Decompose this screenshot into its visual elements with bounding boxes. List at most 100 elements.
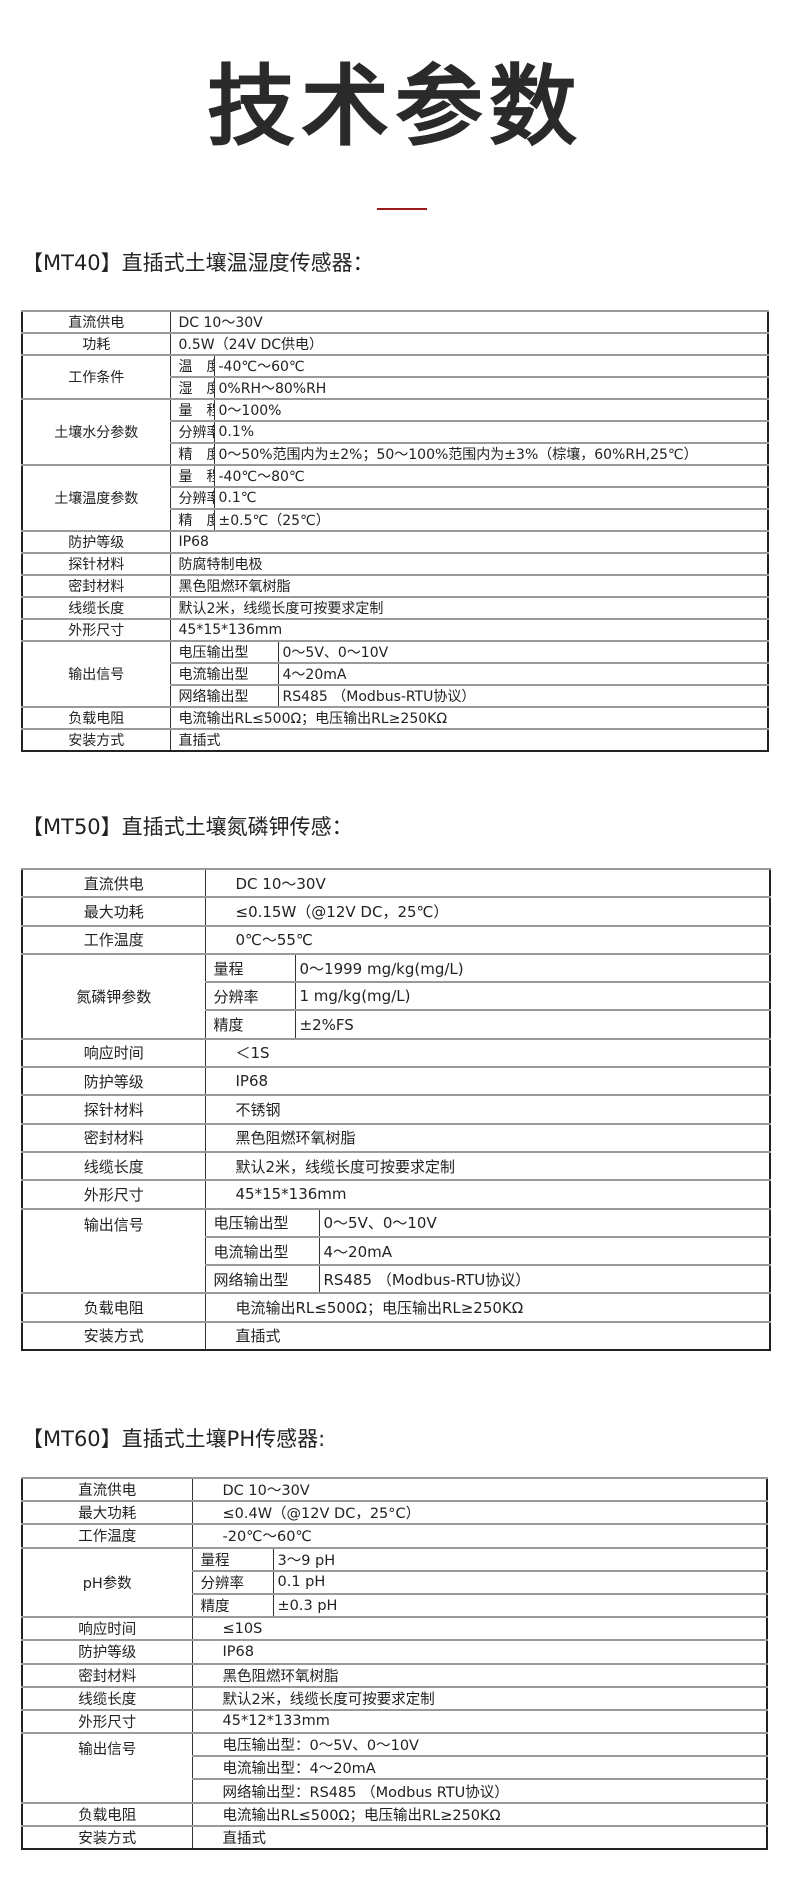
param-value: 黑色阻燃环氧树脂 [191, 1662, 767, 1687]
param-value: 电压输出型：0～5V、0～10V [191, 1732, 767, 1757]
sub-param-label: 分辨率 [191, 1569, 273, 1594]
table-row: 负载电阻 电流输出RL≤500Ω；电压输出RL≥250KΩ [21, 1292, 770, 1322]
table-row: 安装方式 直插式 [21, 1320, 770, 1351]
section-heading-mt40: 【MT40】直插式土壤温湿度传感器： [22, 251, 374, 275]
param-label: 安装方式 [21, 728, 170, 751]
param-label: 外形尺寸 [21, 1179, 205, 1209]
section-heading-mt60: 【MT60】直插式土壤PH传感器: [22, 1427, 326, 1451]
table-row: 防护等级 IP68 [21, 1639, 767, 1664]
sub-param-value: RS485 （Modbus-RTU协议） [318, 1264, 770, 1294]
sub-param-value: 0.1℃ [213, 486, 768, 509]
sub-param-value: 1 mg/kg(mg/L) [294, 981, 770, 1011]
sub-param-label: 精度 [191, 1592, 273, 1618]
sub-param-value: 0.1% [213, 420, 768, 443]
param-label: 防护等级 [21, 530, 170, 553]
param-value: 0℃～55℃ [204, 924, 770, 954]
param-value: ≤10S [191, 1616, 767, 1641]
sub-param-value: ±2%FS [294, 1009, 770, 1039]
sub-param-label: 量 程 [169, 398, 214, 421]
table-row: 密封材料 黑色阻燃环氧树脂 [21, 1662, 767, 1687]
sub-param-value: RS485 （Modbus-RTU协议） [277, 684, 768, 707]
param-value: ≤0.15W（@12V DC，25℃） [204, 896, 770, 926]
param-label: 探针材料 [21, 1094, 205, 1124]
param-value: 电流输出RL≤500Ω；电压输出RL≥250KΩ [169, 706, 768, 729]
sub-param-label: 量 程 [169, 464, 214, 487]
table-row: 功耗 0.5W（24V DC供电） [21, 332, 768, 355]
sub-param-label: 网络输出型 [204, 1264, 319, 1294]
table-row: 密封材料 黑色阻燃环氧树脂 [21, 574, 768, 597]
param-label: 密封材料 [21, 1122, 205, 1152]
table-row: 外形尺寸 45*15*136mm [21, 618, 768, 641]
table-row: 输出信号 电压输出型 0～5V、0～10V [21, 640, 768, 707]
table-row: 响应时间 ≤10S [21, 1616, 767, 1641]
param-label: 直流供电 [21, 1476, 192, 1502]
param-value: 电流输出RL≤500Ω；电压输出RL≥250KΩ [204, 1292, 770, 1322]
param-label: 输出信号 [21, 1732, 192, 1803]
param-value: 电流输出RL≤500Ω；电压输出RL≥250KΩ [191, 1801, 767, 1826]
table-row: 最大功耗 ≤0.15W（@12V DC，25℃） [21, 896, 770, 926]
param-value: 45*15*136mm [169, 618, 768, 641]
param-label: 外形尺寸 [21, 618, 170, 641]
param-value: 直插式 [169, 728, 768, 751]
sub-param-label: 电压输出型 [204, 1207, 319, 1237]
param-label: 工作条件 [21, 354, 170, 399]
sub-param-label: 量程 [204, 952, 295, 983]
sub-param-value: 0～5V、0～10V [318, 1207, 770, 1237]
param-label: 工作温度 [21, 924, 205, 954]
param-value: 不锈钢 [204, 1094, 770, 1124]
table-row: 外形尺寸 45*12*133mm [21, 1708, 767, 1734]
table-row: 湿 度0%RH～80%RH [22, 376, 768, 399]
table-row: 电流输出型：4～20mA [22, 1755, 767, 1780]
param-label: 功耗 [21, 332, 170, 355]
table-row: 探针材料 不锈钢 [21, 1094, 770, 1124]
table-row: 精 度±0.5℃（25℃） [22, 508, 768, 531]
param-label: 最大功耗 [21, 1500, 192, 1525]
param-value: IP68 [204, 1066, 770, 1096]
table-row: 线缆长度 默认2米，线缆长度可按要求定制 [21, 1150, 770, 1181]
table-row: 外形尺寸 45*15*136mm [21, 1179, 770, 1209]
param-value: 直插式 [204, 1320, 770, 1351]
sub-param-label: 量程 [191, 1546, 273, 1571]
sub-param-value: -40℃～80℃ [213, 464, 768, 487]
sub-param-label: 分辨率 [169, 420, 214, 443]
sub-param-value: -40℃～60℃ [213, 354, 768, 377]
param-value: 默认2米，线缆长度可按要求定制 [169, 596, 768, 619]
table-row: 网络输出型：RS485 （Modbus RTU协议） [22, 1778, 767, 1803]
param-value: 默认2米，线缆长度可按要求定制 [191, 1685, 767, 1710]
sub-param-value: 3～9 pH [272, 1546, 767, 1571]
param-label: 密封材料 [21, 1662, 192, 1687]
table-row: 氮磷钾参数 量程 0～1999 mg/kg(mg/L) [21, 952, 770, 1039]
table-row: 精度 ±2%FS [22, 1009, 770, 1039]
table-row: 直流供电 DC 10～30V [21, 1476, 767, 1502]
sub-param-label: 分辨率 [204, 981, 295, 1011]
sub-param-label: 湿 度 [169, 376, 214, 399]
table-row: 防护等级 IP68 [21, 530, 768, 553]
param-label: 直流供电 [21, 310, 170, 333]
sub-param-label: 电流输出型 [204, 1235, 319, 1266]
param-label: 线缆长度 [21, 1150, 205, 1181]
param-label: 输出信号 [21, 1207, 205, 1294]
sub-param-value: ±0.5℃（25℃） [213, 508, 768, 531]
table-row: 安装方式 直插式 [21, 728, 768, 751]
table-row: 直流供电 DC 10～30V [21, 310, 768, 333]
param-label: 负载电阻 [21, 706, 170, 729]
spec-table-mt60: 直流供电 DC 10～30V 最大功耗 ≤0.4W（@12V DC，25°C） 工作温度… [21, 1476, 768, 1850]
table-row: 负载电阻 电流输出RL≤500Ω；电压输出RL≥250KΩ [21, 1801, 767, 1826]
param-value: IP68 [191, 1639, 767, 1664]
param-label: 直流供电 [21, 867, 205, 898]
table-row: 线缆长度 默认2米，线缆长度可按要求定制 [21, 596, 768, 619]
param-label: 土壤水分参数 [21, 398, 170, 465]
param-label: 工作温度 [21, 1523, 192, 1548]
table-row: 负载电阻 电流输出RL≤500Ω；电压输出RL≥250KΩ [21, 706, 768, 729]
spec-table-mt50: 直流供电 DC 10～30V 最大功耗 ≤0.15W（@12V DC，25℃） 工作温度… [21, 867, 771, 1352]
table-row: 安装方式 直插式 [21, 1824, 767, 1849]
table-row: 电流输出型 4～20mA [22, 1235, 770, 1266]
table-row: 电流输出型 4～20mA [22, 662, 768, 685]
param-value: 网络输出型：RS485 （Modbus RTU协议） [191, 1778, 767, 1803]
page-title: 技术参数 [206, 55, 583, 158]
param-label: 探针材料 [21, 552, 170, 575]
